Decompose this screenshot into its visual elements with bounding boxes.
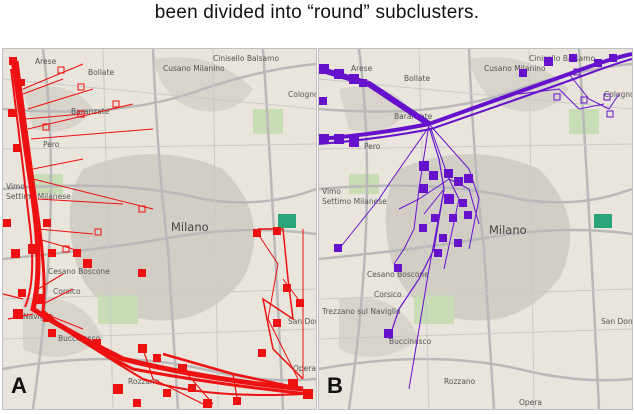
town-label: Vimo <box>322 187 341 196</box>
town-label: Cologno Monzese <box>288 90 316 99</box>
town-label: Cesano Boscone <box>367 270 429 279</box>
panel-label-a: A <box>11 373 27 398</box>
town-label: Arese <box>35 57 57 66</box>
town-label: Pero <box>364 142 381 151</box>
map-panel-b: Arese Bollate Cinisello Balsamo Cusano M… <box>318 48 633 410</box>
town-label: Buccinasco <box>389 337 432 346</box>
town-label: Settimo Milanese <box>6 192 71 201</box>
panel-label-b: B <box>327 373 343 398</box>
stop-markers-hollow-a <box>42 66 146 253</box>
town-label: Trezzano sul Naviglio <box>321 307 401 316</box>
town-label: Pero <box>43 140 60 149</box>
town-label: Rozzano <box>444 377 476 386</box>
park <box>414 294 454 324</box>
stop-markers-hollow-b <box>553 68 614 118</box>
map-b: Arese Bollate Cinisello Balsamo Cusano M… <box>319 49 632 409</box>
town-label: Opera <box>293 364 316 373</box>
town-label: Cusano Milanino <box>163 64 225 73</box>
map-a: Arese Bollate Cinisello Balsamo Cusano M… <box>3 49 316 409</box>
town-label: Cusano Milanino <box>484 64 546 73</box>
urban-area <box>69 154 255 321</box>
map-panel-a: Arese Bollate Cinisello Balsamo Cusano M… <box>2 48 317 410</box>
town-label: Vimo <box>6 182 25 191</box>
town-labels: Arese Bollate Cinisello Balsamo Cusano M… <box>321 54 632 407</box>
town-label: Settimo Milanese <box>322 197 387 206</box>
town-label: Bollate <box>88 68 114 77</box>
town-label: Bollate <box>404 74 430 83</box>
town-label: Arese <box>351 64 373 73</box>
park <box>98 294 138 324</box>
town-label: Cologno Monzese <box>604 90 632 99</box>
town-label-milano: Milano <box>489 223 527 237</box>
town-label: Opera <box>519 398 542 407</box>
town-labels: Arese Bollate Cinisello Balsamo Cusano M… <box>6 54 316 386</box>
town-label: Naviglio <box>23 312 54 321</box>
town-label-milano: Milano <box>171 220 209 234</box>
urban-area <box>385 154 571 321</box>
town-label: Rozzano <box>128 377 160 386</box>
town-label: Cinisello Balsamo <box>213 54 279 63</box>
stop-markers-a <box>3 57 313 408</box>
town-label: Corsico <box>374 290 402 299</box>
stop-markers-b <box>319 54 617 338</box>
figure-caption: been divided into “round” subclusters. <box>154 2 480 23</box>
town-label: San Donato Milanese <box>601 317 632 326</box>
town-label: Cinisello Balsamo <box>529 54 595 63</box>
road-network <box>3 49 316 409</box>
town-label: San Donato Milanese <box>288 317 316 326</box>
town-label: Cesano Boscone <box>48 267 110 276</box>
town-label: Baranzate <box>71 107 110 116</box>
